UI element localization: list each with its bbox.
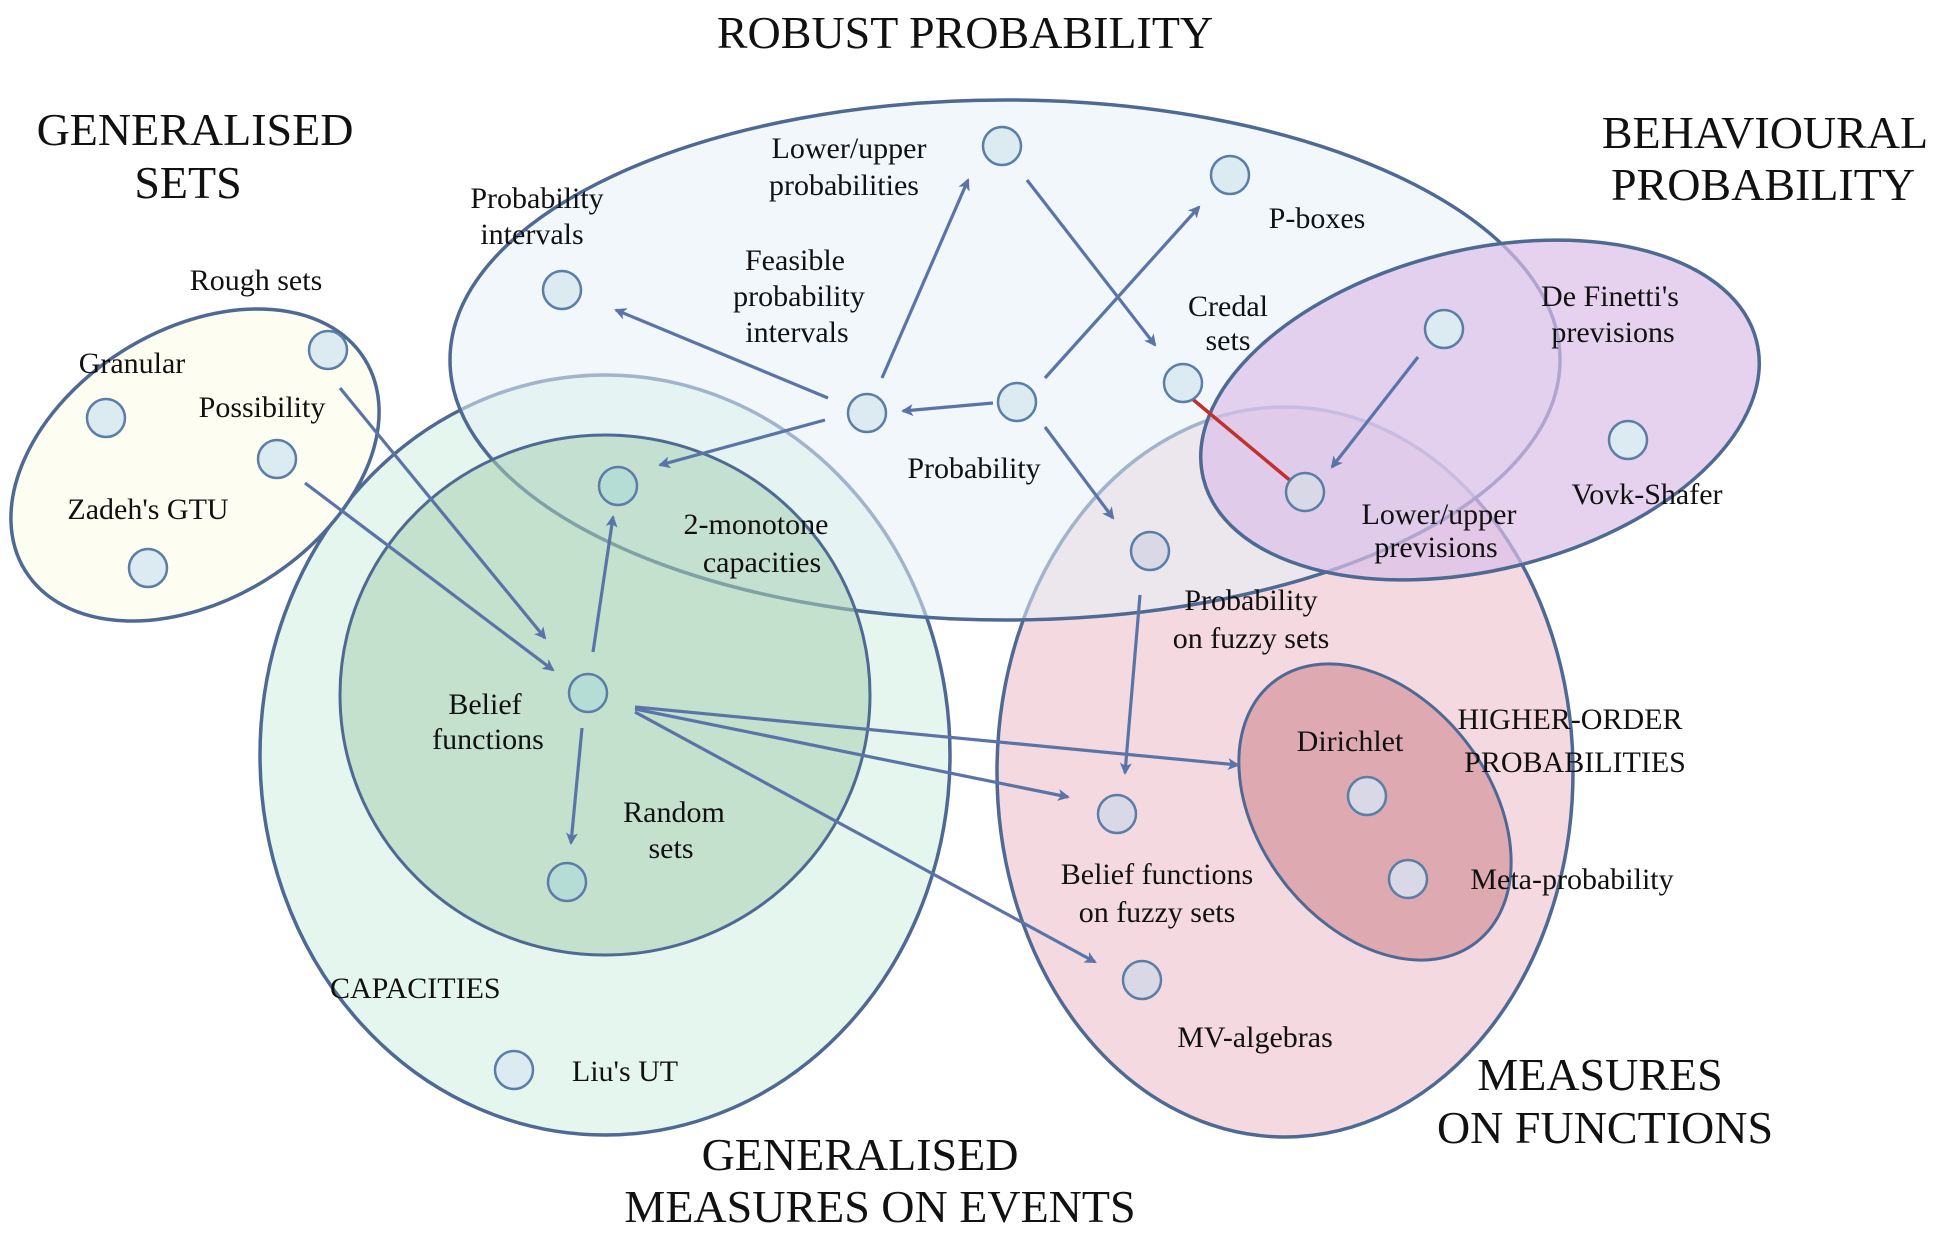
arrow-belief-to-mv-algebras — [634, 710, 1097, 964]
arrow-definetti-to-lower-upper-previsions — [1330, 356, 1420, 469]
node-credal-sets[interactable] — [1162, 362, 1204, 404]
higher-order-title-2: PROBABILITIES — [1464, 746, 1686, 779]
robust-probability-title: ROBUST PROBABILITY — [717, 7, 1213, 58]
lower-upper-previsions-label: Lower/upper — [1362, 498, 1517, 531]
node-granular[interactable] — [85, 397, 127, 439]
arrow-possibility-to-belief — [304, 481, 555, 672]
node-possibility[interactable] — [256, 438, 298, 480]
granular-label: Granular — [79, 347, 186, 380]
arrow-feasible-to-lower-upper-prob — [880, 178, 970, 379]
lower-upper-previsions-label-2: previsions — [1374, 531, 1497, 564]
node-dirichlet[interactable] — [1346, 775, 1388, 817]
link-credal-to-lower-upper-previsions — [1188, 395, 1294, 484]
feasible-label: Feasible — [745, 244, 845, 277]
generalised-measures-title-2: MEASURES ON EVENTS — [624, 1181, 1135, 1232]
arrow-rough-sets-to-belief — [338, 386, 547, 640]
generalised-measures-title: GENERALISED — [702, 1129, 1019, 1180]
arrow-feasible-to-2monotone — [658, 418, 826, 469]
arrow-belief-to-2monotone — [591, 515, 618, 653]
lius-ut-label: Liu's UT — [572, 1055, 678, 1088]
belief-fuzzy-label-2: on fuzzy sets — [1079, 896, 1236, 929]
node-p-boxes[interactable] — [1209, 154, 1251, 196]
node-meta-probability[interactable] — [1387, 858, 1429, 900]
lower-upper-probabilities-label: Lower/upper — [772, 132, 927, 165]
nodes — [85, 125, 1649, 1091]
belief-fuzzy-label: Belief functions — [1061, 858, 1253, 891]
generalised-sets-title-2: SETS — [134, 157, 241, 208]
generalised-sets-title: GENERALISED — [37, 104, 354, 155]
higher-order-title: HIGHER-ORDER — [1458, 703, 1683, 736]
belief-functions-label: Belief — [448, 688, 521, 721]
probability-intervals-label-2: intervals — [480, 218, 583, 251]
rough-sets-label: Rough sets — [190, 264, 323, 297]
node-de-finetti[interactable] — [1423, 308, 1465, 350]
meta-probability-label: Meta-probability — [1470, 863, 1673, 896]
behavioural-probability-title-2: PROBABILITY — [1611, 159, 1915, 210]
probability-intervals-label: Probability — [470, 182, 603, 215]
lower-upper-probabilities-label-2: probabilities — [769, 169, 919, 202]
feasible-label-3: intervals — [745, 316, 848, 349]
node-probability[interactable] — [996, 381, 1038, 423]
credal-sets-label: Credal — [1188, 290, 1268, 323]
capacities-label: CAPACITIES — [330, 972, 501, 1005]
arrow-belief-to-dirichlet — [634, 705, 1240, 771]
generalised-sets-region — [9, 307, 381, 623]
arrow-probability-to-feasible — [901, 401, 994, 417]
node-probability-intervals[interactable] — [541, 269, 583, 311]
random-sets-label: Random — [623, 796, 725, 829]
random-sets-label-2: sets — [649, 832, 694, 865]
arrow-probability-to-prob-fuzzy — [1043, 426, 1115, 520]
measures-on-functions-title: MEASURES — [1477, 1049, 1722, 1100]
arrow-belief-to-belief-fuzzy — [634, 707, 1070, 801]
credal-sets-label-2: sets — [1206, 324, 1251, 357]
probability-fuzzy-label-2: on fuzzy sets — [1173, 622, 1330, 655]
zadeh-label: Zadeh's GTU — [67, 493, 229, 526]
node-mv-algebras[interactable] — [1121, 959, 1163, 1001]
arrow-feasible-to-prob-intervals — [614, 308, 829, 400]
vovk-shafer-label: Vovk-Shafer — [1571, 478, 1722, 511]
possibility-label: Possibility — [199, 391, 326, 424]
node-feasible[interactable] — [846, 392, 888, 434]
mv-algebras-label: MV-algebras — [1177, 1021, 1333, 1054]
arrow-probability-to-pboxes — [1043, 205, 1201, 380]
de-finetti-label-2: previsions — [1551, 316, 1674, 349]
node-random-sets[interactable] — [546, 861, 588, 903]
node-lower-upper-probabilities[interactable] — [981, 125, 1023, 167]
node-2monotone[interactable] — [597, 465, 639, 507]
measures-on-functions-title-2: ON FUNCTIONS — [1437, 1102, 1773, 1153]
p-boxes-label: P-boxes — [1269, 202, 1366, 235]
probability-fuzzy-label: Probability — [1184, 584, 1317, 617]
node-probability-fuzzy[interactable] — [1129, 530, 1171, 572]
two-monotone-label: 2-monotone — [684, 508, 829, 541]
two-monotone-label-2: capacities — [703, 546, 821, 579]
arrow-lower-upper-prob-to-credal — [1025, 179, 1157, 347]
feasible-label-2: probability — [733, 280, 865, 313]
behavioural-probability-title: BEHAVIOURAL — [1602, 107, 1928, 158]
node-vovk-shafer[interactable] — [1607, 419, 1649, 461]
node-zadeh-gtu[interactable] — [127, 547, 169, 589]
node-lius-ut[interactable] — [493, 1049, 535, 1091]
arrows — [304, 178, 1420, 964]
arrow-prob-fuzzy-to-belief-fuzzy — [1119, 594, 1142, 775]
node-belief-functions[interactable] — [567, 672, 609, 714]
de-finetti-label: De Finetti's — [1541, 280, 1679, 313]
node-lower-upper-previsions[interactable] — [1284, 471, 1326, 513]
dirichlet-label: Dirichlet — [1297, 725, 1404, 758]
node-belief-fuzzy[interactable] — [1096, 793, 1138, 835]
probability-label: Probability — [907, 452, 1040, 485]
behavioural-probability-region — [1199, 238, 1761, 582]
belief-functions-label-2: functions — [432, 723, 544, 756]
arrow-belief-to-random-sets — [565, 727, 584, 845]
node-rough-sets[interactable] — [307, 329, 349, 371]
